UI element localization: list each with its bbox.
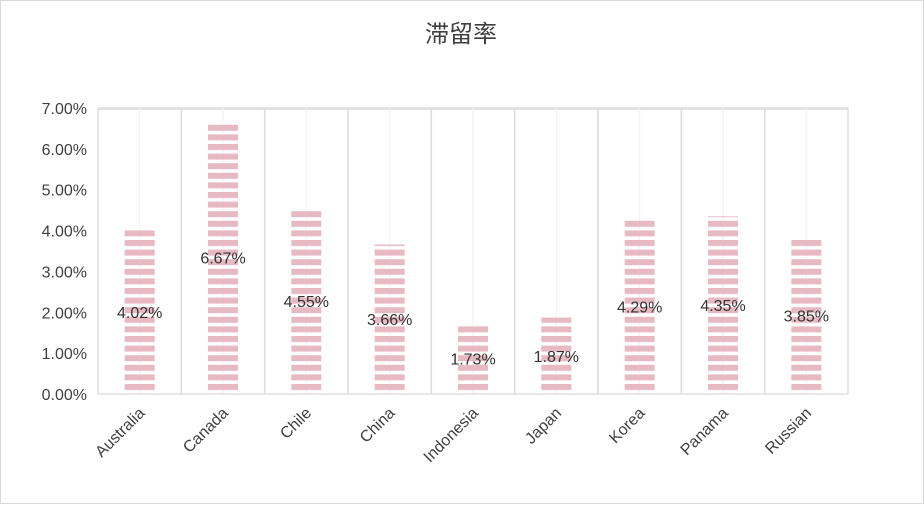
y-tick-label: 4.00% bbox=[42, 224, 87, 241]
bar bbox=[791, 236, 822, 394]
data-labels: 4.02% 6.67% 4.55% 3.66% 1.73% 1.87% 4.29% 4.35%… bbox=[117, 251, 829, 369]
y-tick-label: 2.00% bbox=[42, 305, 87, 322]
data-label: 4.55% bbox=[284, 294, 329, 311]
x-tick-label: Panama bbox=[678, 405, 732, 459]
y-tick-label: 0.00% bbox=[42, 387, 87, 404]
data-label: 1.87% bbox=[534, 349, 579, 366]
y-tick-label: 7.00% bbox=[42, 101, 87, 118]
data-label: 4.02% bbox=[117, 305, 162, 322]
x-tick-label: China bbox=[357, 405, 399, 447]
y-tick-label: 3.00% bbox=[42, 264, 87, 281]
y-tick-label: 6.00% bbox=[42, 142, 87, 159]
bars bbox=[124, 121, 822, 395]
x-tick-label: Chile bbox=[277, 405, 315, 443]
x-tick-label: Australia bbox=[92, 405, 148, 461]
bar bbox=[208, 121, 238, 395]
data-label: 4.29% bbox=[617, 299, 662, 316]
chart-title: 滞留率 bbox=[425, 20, 497, 48]
data-label: 3.85% bbox=[784, 308, 829, 325]
x-tick-label: Indonesia bbox=[421, 405, 482, 466]
x-tick-label: Canada bbox=[180, 405, 232, 457]
bar bbox=[458, 323, 488, 394]
data-label: 3.66% bbox=[367, 312, 412, 329]
y-tick-label: 1.00% bbox=[42, 346, 87, 363]
bar bbox=[374, 244, 405, 394]
bar bbox=[624, 218, 655, 394]
bar bbox=[124, 229, 155, 394]
bar bbox=[291, 208, 322, 394]
x-tick-label: Korea bbox=[606, 405, 648, 447]
bar bbox=[708, 216, 738, 394]
bar bbox=[541, 317, 572, 394]
x-axis-ticks: Australia Canada Chile China Indonesia Japan K… bbox=[92, 405, 815, 466]
y-tick-label: 5.00% bbox=[42, 183, 87, 200]
x-tick-label: Russian bbox=[762, 405, 815, 458]
y-axis-ticks: 0.00% 1.00% 2.00% 3.00% 4.00% 5.00% 6.00% 7.00% bbox=[42, 101, 87, 404]
x-tick-label: Japan bbox=[522, 405, 565, 448]
data-label: 6.67% bbox=[200, 251, 245, 268]
data-label: 1.73% bbox=[450, 352, 495, 369]
data-label: 4.35% bbox=[700, 298, 745, 315]
